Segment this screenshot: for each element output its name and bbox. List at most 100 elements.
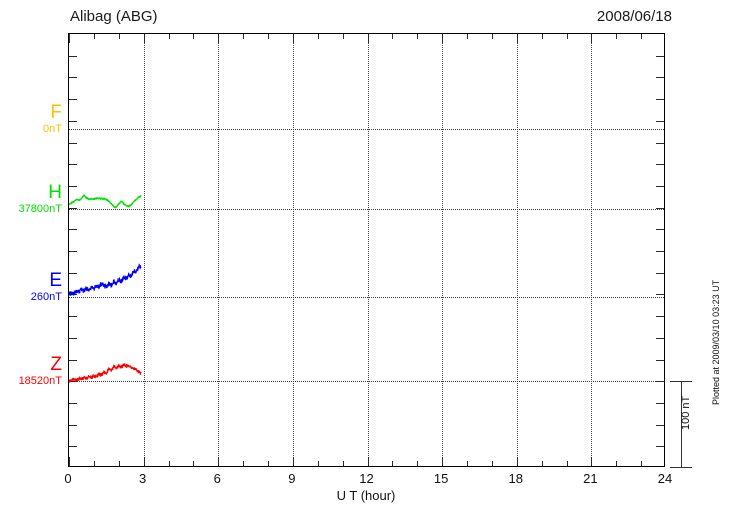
x-tick-major [69,457,70,466]
x-tick-minor [118,34,120,39]
x-tick-label: 15 [433,471,449,486]
x-tick-label: 3 [139,471,147,486]
component-letter-h: H [48,182,62,203]
x-tick-minor [541,34,543,39]
x-tick-label: 9 [288,471,296,486]
x-tick-major [591,457,593,466]
baseline-e [69,297,664,298]
y-tick [69,251,77,252]
x-tick-label: 21 [583,471,598,486]
y-tick [656,402,664,404]
x-tick-minor [168,461,170,466]
baseline-f [69,129,664,130]
y-tick [69,164,77,166]
x-tick-label: 0 [64,471,72,486]
x-tick-minor [392,461,394,466]
x-tick-major [367,457,369,466]
y-tick [69,99,77,101]
x-tick-major [143,34,145,43]
y-tick [656,294,664,296]
x-tick-minor [641,34,643,39]
y-tick [69,77,77,79]
x-tick-label: 6 [213,471,221,486]
y-tick [69,185,77,187]
y-tick [69,55,77,57]
trace-z [69,363,142,383]
x-tick-minor [317,461,319,466]
x-tick-label: 12 [359,471,374,486]
x-tick-minor [616,461,618,466]
y-tick [656,359,664,361]
component-letter-e: E [49,270,62,291]
scale-bar-label: 100 nT [680,395,692,430]
x-tick-minor [491,461,493,466]
x-tick-major [367,34,369,43]
y-tick [69,402,77,404]
y-tick [656,142,664,144]
trace-h [69,194,142,209]
x-tick-minor [566,461,568,466]
gridline-vertical [367,34,369,466]
plot-area [69,34,664,466]
y-tick [69,359,77,361]
x-tick-minor [317,34,319,39]
x-tick-label: 24 [657,471,673,486]
x-tick-minor [417,34,419,39]
trace-e [69,263,142,296]
y-tick [69,207,77,209]
x-axis-title: U T (hour) [336,488,396,503]
y-tick [69,446,77,448]
y-tick [69,272,77,274]
x-tick-minor [392,34,394,39]
y-tick [69,229,77,231]
y-tick [69,337,77,339]
x-tick-minor [417,461,419,466]
scale-bar [681,381,682,467]
y-tick [69,424,77,426]
x-tick-minor [641,461,643,466]
data-traces [69,194,142,383]
y-tick [656,120,664,122]
y-tick [656,446,664,448]
y-tick [656,251,664,252]
x-tick-major [442,457,444,466]
x-tick-minor [268,461,269,466]
component-letter-f: F [50,102,62,123]
component-value-f: 0nT [43,123,62,135]
x-tick-minor [93,34,95,39]
y-tick [69,120,77,122]
x-tick-minor [93,461,95,466]
x-tick-major [69,34,70,43]
gridline-vertical [591,34,593,466]
plot-frame [68,33,665,467]
y-tick [69,316,77,318]
x-tick-major [143,457,145,466]
page-title: Alibag (ABG) [70,8,158,25]
x-tick-minor [467,34,468,39]
y-tick [656,337,664,339]
x-tick-minor [342,461,344,466]
y-tick [656,316,664,318]
y-tick [69,142,77,144]
x-tick-minor [168,34,170,39]
x-tick-major [292,457,294,466]
x-tick-label: 18 [508,471,523,486]
x-tick-minor [268,34,269,39]
scale-bar-bottom-cap [670,467,692,468]
gridline-vertical [143,34,145,466]
x-tick-minor [491,34,493,39]
y-tick [656,272,664,274]
observation-date: 2008/06/18 [596,8,672,25]
x-tick-major [516,34,518,43]
plotted-at-timestamp: Plotted at 2009/03/10 03:23 UT [711,279,721,405]
component-value-z: 18520nT [18,375,62,387]
component-letter-z: Z [50,354,62,375]
y-tick [69,381,77,383]
x-tick-minor [467,461,468,466]
gridline-vertical [442,34,444,466]
gridline-vertical [292,34,294,466]
x-tick-minor [193,34,195,39]
y-tick [656,185,664,187]
x-tick-major [218,34,220,43]
y-tick [656,207,664,209]
